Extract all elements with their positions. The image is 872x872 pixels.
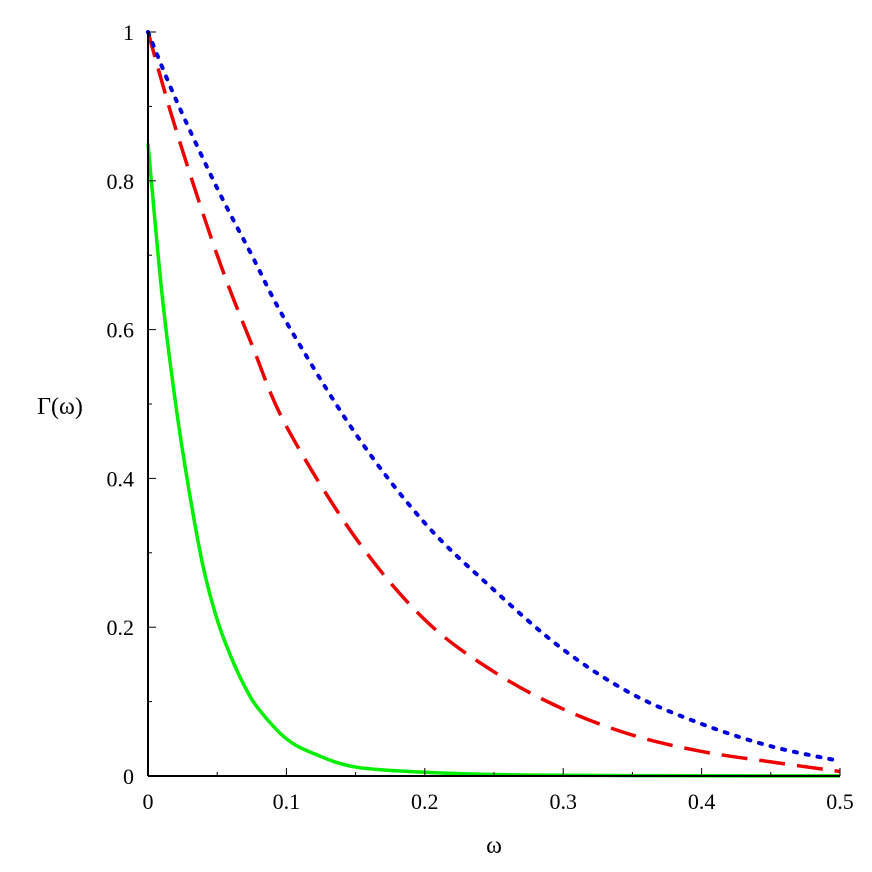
ticks-layer: 0 0.1 0.2 0.3 0.4 0.5 0 0.2 0.4 0.6 0.8 1: [107, 20, 854, 814]
y-tick-label: 0.8: [107, 169, 135, 194]
x-tick-label: 0.3: [549, 789, 577, 814]
y-axis-title: Γ(ω): [37, 394, 83, 420]
y-tick-label: 0: [123, 764, 134, 789]
series-dashed-red-line: [146, 31, 841, 774]
series-solid-green-line: [146, 143, 841, 778]
x-tick-label: 0.1: [273, 789, 301, 814]
x-tick-label: 0.2: [411, 789, 439, 814]
x-tick-label: 0: [143, 789, 154, 814]
series-layer: [146, 30, 842, 778]
y-tick-label: 0.2: [107, 615, 135, 640]
series-dotted-blue-line: [146, 30, 842, 764]
x-tick-label: 0.4: [688, 789, 716, 814]
x-axis-title: ω: [486, 833, 502, 859]
x-tick-label: 0.5: [826, 789, 854, 814]
y-tick-label: 1: [123, 20, 134, 45]
y-tick-label: 0.4: [107, 466, 135, 491]
y-tick-label: 0.6: [107, 318, 135, 343]
